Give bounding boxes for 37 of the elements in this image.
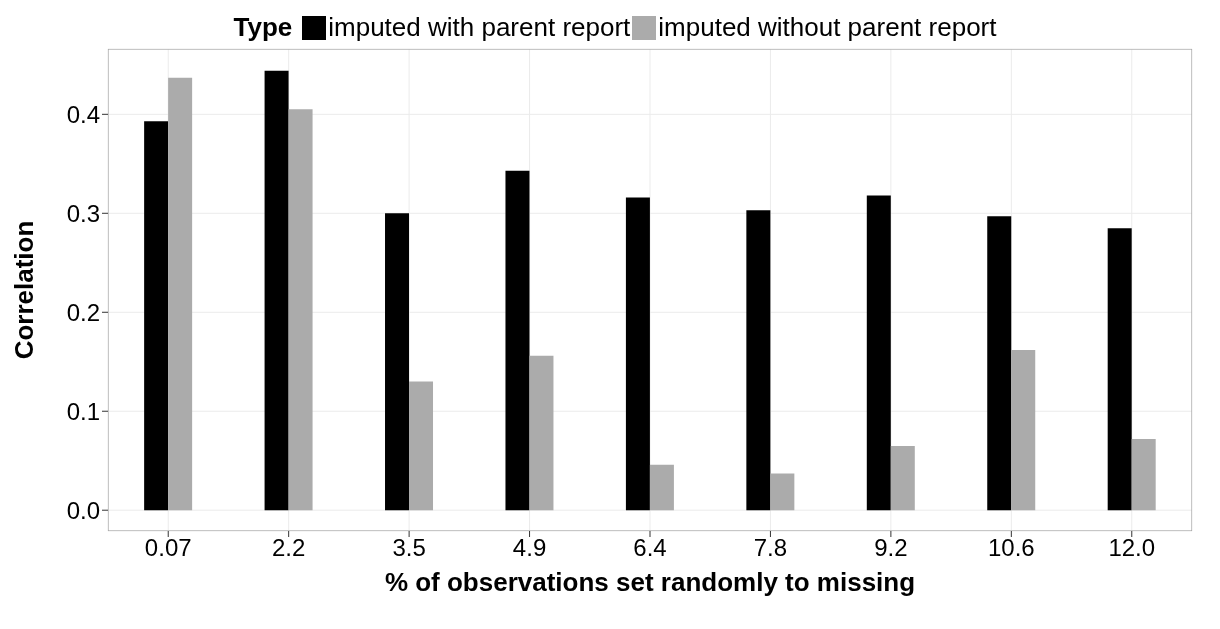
x-axis-title: % of observations set randomly to missing	[384, 567, 916, 597]
bar	[649, 464, 674, 511]
bar	[168, 77, 193, 511]
y-tick-label: 0.3	[66, 199, 100, 227]
x-tick-label: 6.4	[633, 534, 667, 562]
bar	[529, 355, 554, 511]
legend-label: imputed with parent report	[328, 12, 631, 43]
bar	[770, 473, 795, 511]
x-tick-label: 7.8	[753, 534, 788, 562]
x-tick-label: 12.0	[1108, 534, 1156, 562]
y-tick-label: 0.0	[66, 496, 100, 524]
bar	[1131, 438, 1156, 511]
x-tick-label: 4.9	[512, 534, 547, 562]
bar	[264, 70, 289, 511]
bar	[385, 213, 410, 511]
bar	[866, 195, 891, 511]
bar	[409, 381, 434, 511]
bar	[625, 197, 650, 511]
bar	[890, 445, 915, 511]
bar	[746, 210, 771, 511]
bar	[1107, 228, 1132, 511]
legend-title: Type	[233, 12, 293, 43]
bar	[987, 216, 1012, 511]
bar	[1011, 349, 1036, 511]
legend-label: imputed without parent report	[658, 12, 997, 43]
x-tick-label: 10.6	[987, 534, 1035, 562]
y-tick-label: 0.1	[66, 397, 100, 425]
x-tick-label: 9.2	[874, 534, 908, 562]
y-tick-label: 0.2	[66, 298, 100, 326]
y-tick-label: 0.4	[66, 100, 100, 128]
x-tick-label: 0.07	[144, 534, 192, 562]
x-tick-label: 3.5	[392, 534, 426, 562]
y-axis-title: Correlation	[9, 220, 40, 360]
bar	[144, 121, 169, 511]
x-tick-label: 2.2	[271, 534, 306, 562]
bar	[288, 109, 313, 511]
bar	[505, 170, 530, 511]
